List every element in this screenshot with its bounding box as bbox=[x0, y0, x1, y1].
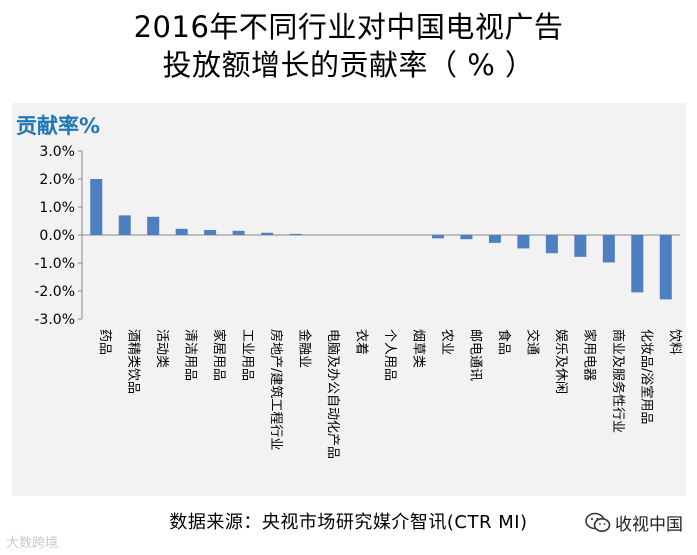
bar-3 bbox=[147, 216, 160, 235]
bar-17 bbox=[545, 235, 558, 254]
watermark-left: 大数跨境 bbox=[6, 536, 59, 551]
bar-4 bbox=[175, 228, 188, 235]
x-tick-label: 家居用品 bbox=[211, 329, 227, 381]
chart-panel: 贡献率% 3.0% 2.0% 1.0% 0.0% -1.0% -2.0% -3.0% 药品 酒精类… bbox=[12, 103, 686, 496]
y-tick-label: -2.0% bbox=[34, 284, 75, 300]
x-tick-label: 饮料 bbox=[667, 329, 682, 355]
title-line-2: 投放额增长的贡献率（ % ） bbox=[162, 48, 535, 82]
x-tick-label: 衣着 bbox=[354, 329, 370, 355]
bar-chart: 贡献率% 3.0% 2.0% 1.0% 0.0% -1.0% -2.0% -3.0% 药品 酒精类… bbox=[16, 114, 682, 459]
footer: 数据来源：央视市场研究媒介智讯(CTR MI) 大数跨境 收视中国 bbox=[0, 500, 697, 555]
bar-21 bbox=[659, 235, 672, 300]
y-tick-label: -3.0% bbox=[34, 312, 75, 328]
x-tick-label: 工业用品 bbox=[240, 329, 255, 381]
wechat-icon bbox=[585, 512, 611, 532]
x-tick-label: 电脑及办公自动化产品 bbox=[325, 329, 340, 459]
bar-20 bbox=[631, 235, 644, 293]
x-tick-label: 娱乐及休闲 bbox=[553, 329, 568, 394]
x-tick-label: 烟草类 bbox=[410, 329, 425, 368]
x-tick-label: 金融业 bbox=[297, 329, 313, 368]
bar-18 bbox=[574, 235, 587, 257]
x-tick-label: 房地产/建筑工程行业 bbox=[268, 329, 284, 450]
y-tick-label: 2.0% bbox=[39, 172, 75, 188]
x-tick-label: 清洁用品 bbox=[183, 329, 198, 381]
bar-16 bbox=[517, 235, 530, 249]
y-tick-label: -1.0% bbox=[34, 256, 75, 272]
watermark-right: 收视中国 bbox=[585, 510, 683, 535]
y-axis-label: 贡献率% bbox=[16, 114, 100, 138]
bar-7 bbox=[261, 232, 274, 235]
x-tick-label: 食品 bbox=[496, 329, 512, 355]
x-tick-label: 交通 bbox=[524, 329, 540, 355]
y-tick-label: 3.0% bbox=[39, 144, 75, 160]
y-tick-label: 1.0% bbox=[39, 200, 75, 216]
x-tick-label: 酒精类饮品 bbox=[126, 329, 141, 394]
x-tick-label: 邮电通讯 bbox=[467, 329, 482, 381]
x-tick-label: 农业 bbox=[439, 329, 454, 355]
y-tick-label: 0.0% bbox=[39, 228, 75, 244]
x-tick-label: 个人用品 bbox=[382, 329, 397, 381]
bar-2 bbox=[118, 215, 131, 235]
bar-14 bbox=[460, 235, 473, 240]
title-line-1: 2016年不同行业对中国电视广告 bbox=[133, 10, 564, 44]
bar-13 bbox=[431, 235, 444, 239]
x-tick-label: 药品 bbox=[97, 329, 112, 355]
chart-title: 2016年不同行业对中国电视广告 投放额增长的贡献率（ % ） bbox=[0, 8, 697, 84]
bar-8 bbox=[289, 233, 302, 235]
bar-15 bbox=[488, 235, 501, 243]
x-tick-label: 商业及服务性行业 bbox=[610, 329, 626, 433]
bar-1 bbox=[90, 179, 103, 235]
x-tick-label: 家用电器 bbox=[581, 329, 597, 381]
x-tick-label: 活动类 bbox=[154, 329, 169, 368]
x-tick-label: 化妆品/浴室用品 bbox=[638, 329, 654, 424]
watermark-right-label: 收视中国 bbox=[615, 515, 683, 535]
bar-5 bbox=[204, 229, 217, 235]
bar-6 bbox=[232, 230, 245, 235]
bar-19 bbox=[602, 235, 615, 263]
data-source: 数据来源：央视市场研究媒介智讯(CTR MI) bbox=[169, 512, 528, 533]
